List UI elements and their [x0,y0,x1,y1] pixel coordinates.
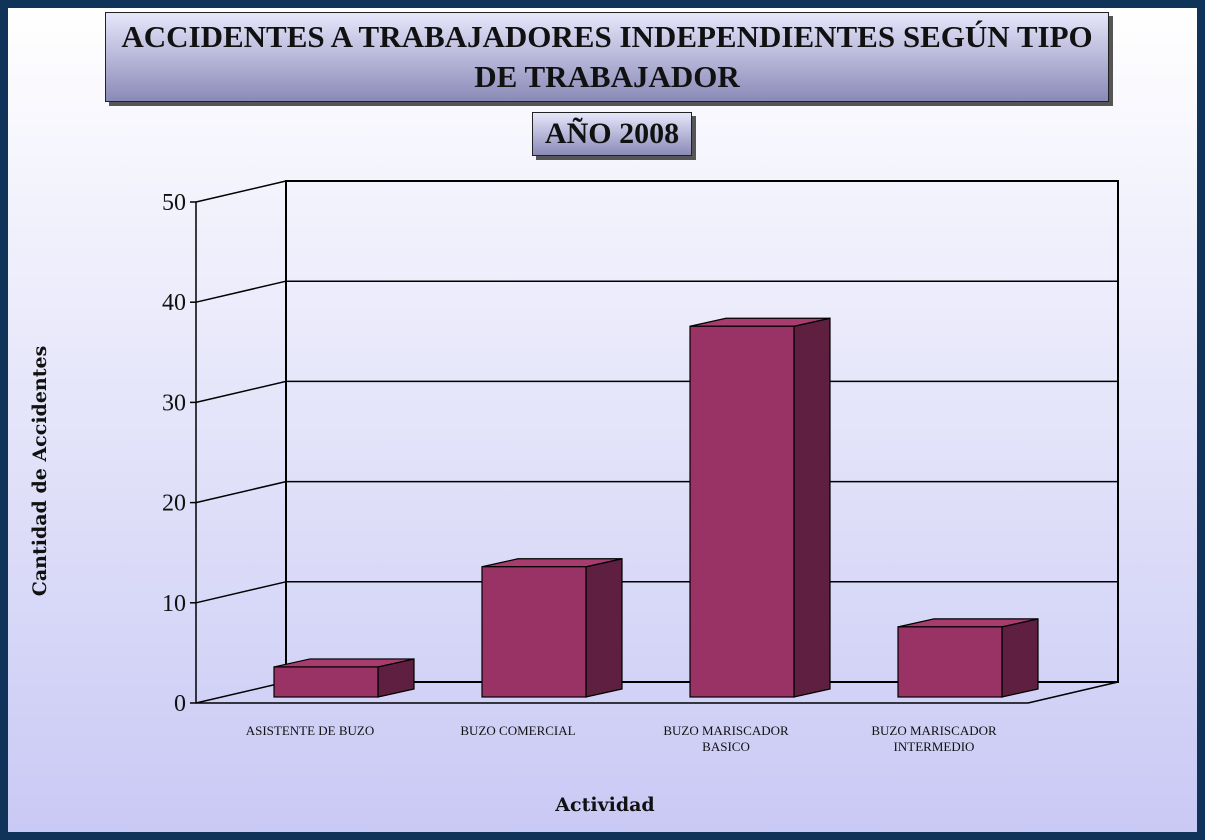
x-tick-label: BUZO MARISCADOR BASICO [663,723,789,754]
bar-side [1001,618,1039,698]
y-tick-label: 20 [162,491,186,517]
bar-side [793,317,831,698]
bar [897,626,1003,698]
grid-line [195,480,287,504]
x-tick-label: BUZO COMERCIAL [460,723,576,738]
y-tick-label: 50 [162,190,186,216]
x-tick-label: BUZO MARISCADOR INTERMEDIO [871,723,997,754]
y-tick-label: 40 [162,290,186,316]
bar [689,325,795,698]
x-axis-label: Actividad [555,794,655,816]
grid-line [195,681,287,704]
floor-right [1027,681,1119,704]
bar [273,666,379,698]
grid-line [195,380,287,404]
bar-side [585,557,623,698]
chart: 0 10 20 30 40 50 [162,180,1119,717]
y-tick-label: 10 [162,591,186,617]
grid-line [195,280,287,303]
grid-line [195,581,287,604]
chart-subtitle: AÑO 2008 [532,112,692,156]
y-axis-label: Cantidad de Accidentes [29,345,51,597]
y-tick-label: 30 [162,390,186,416]
y-tick-label: 0 [174,691,186,717]
grid-line [195,180,287,203]
bar [481,566,587,698]
x-tick-label: ASISTENTE DE BUZO [245,723,375,738]
chart-title: ACCIDENTES A TRABAJADORES INDEPENDIENTES… [105,12,1109,102]
